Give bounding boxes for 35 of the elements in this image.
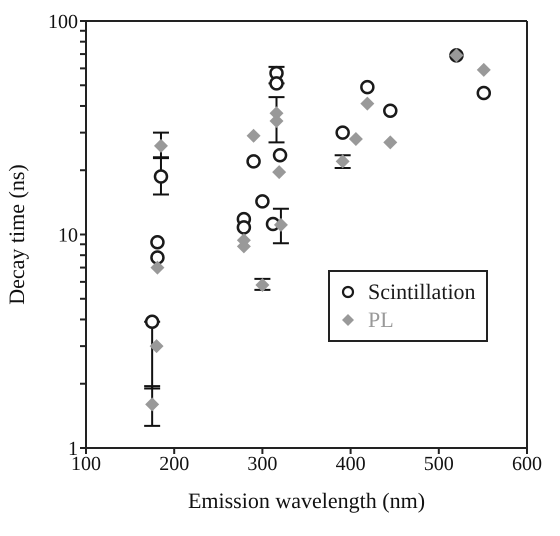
- point: [145, 397, 160, 412]
- point: [383, 135, 398, 150]
- point: [360, 96, 374, 111]
- point: [476, 86, 492, 100]
- y-tick-label: 10: [58, 224, 78, 247]
- point: [348, 132, 363, 146]
- point: [272, 165, 286, 180]
- y-axis-title: Decay time (ns): [4, 164, 29, 305]
- x-axis-title: Emission wavelength (nm): [188, 488, 426, 513]
- legend-label: Scintillation: [368, 278, 476, 306]
- point: [269, 76, 284, 91]
- x-tick-label: 500: [424, 453, 454, 476]
- point: [383, 103, 398, 118]
- point: [154, 138, 168, 153]
- point: [150, 234, 165, 250]
- point: [236, 220, 252, 235]
- point: [255, 194, 270, 209]
- y-tick-label: 100: [48, 11, 78, 34]
- point: [272, 148, 288, 163]
- x-tick-label: 300: [247, 453, 278, 476]
- point: [144, 314, 160, 330]
- point: [246, 128, 261, 143]
- point: [360, 80, 375, 94]
- point: [154, 169, 168, 184]
- x-tick-label: 600: [512, 453, 542, 476]
- point: [150, 260, 164, 275]
- legend-label: PL: [368, 306, 394, 334]
- point: [335, 125, 350, 140]
- point: [274, 218, 288, 232]
- point: [246, 154, 261, 169]
- x-tick-label: 200: [159, 453, 190, 476]
- x-tick-label: 400: [336, 453, 366, 476]
- point: [476, 62, 491, 77]
- point: [150, 339, 164, 354]
- point: [150, 250, 165, 265]
